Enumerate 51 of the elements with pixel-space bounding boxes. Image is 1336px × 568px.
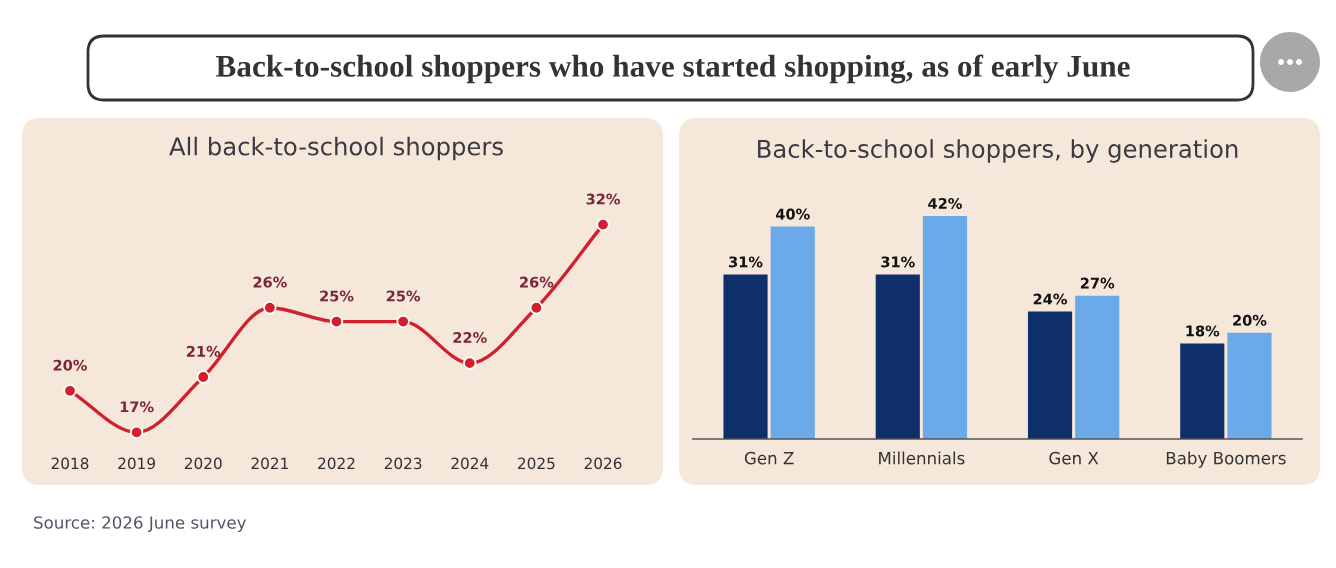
x-tick-label: 2024 <box>451 457 489 470</box>
chart-title: All back-to-school shoppers <box>169 136 503 161</box>
data-label: 20% <box>1233 314 1267 326</box>
data-label: 26% <box>520 276 554 288</box>
point <box>329 314 344 329</box>
x-tick-label: 2019 <box>118 457 155 470</box>
bar <box>875 274 920 439</box>
x-tick-label: 2018 <box>51 457 89 470</box>
x-tick-label: 2020 <box>184 457 222 470</box>
data-label: 25% <box>320 290 354 302</box>
data-label: 31% <box>729 256 763 268</box>
x-tick-label: Gen Z <box>744 451 794 465</box>
data-label: 24% <box>1033 293 1068 305</box>
bar <box>1075 295 1120 439</box>
x-tick-label: 2022 <box>318 457 355 470</box>
data-label: 22% <box>453 332 487 344</box>
bar <box>1180 343 1225 439</box>
bar <box>1227 332 1272 439</box>
point <box>196 370 210 384</box>
data-label: 27% <box>1080 277 1115 289</box>
chart-title: Back-to-school shoppers, by generation <box>758 139 1238 163</box>
x-tick-label: 2023 <box>384 457 422 470</box>
source-note: Source: 2026 June survey <box>34 516 247 533</box>
data-label: 21% <box>186 345 221 357</box>
data-label: 31% <box>881 256 915 268</box>
x-tick-label: 2021 <box>251 457 288 470</box>
point <box>63 384 77 398</box>
x-tick-label: Millennials <box>879 451 965 465</box>
bar <box>770 226 815 439</box>
point <box>596 217 610 232</box>
bar <box>922 216 968 439</box>
data-label: 42% <box>928 197 962 210</box>
point <box>263 301 277 315</box>
x-tick-label: Gen X <box>1049 451 1099 465</box>
data-label: 40% <box>775 208 810 220</box>
data-label: 17% <box>120 401 154 413</box>
text: Back-to-school shoppers who have started shopping, as of early June <box>216 54 1130 84</box>
bar <box>723 274 768 439</box>
x-tick-label: 2025 <box>518 457 555 470</box>
point <box>463 356 477 370</box>
data-label: 26% <box>253 276 287 288</box>
point <box>529 301 544 315</box>
data-label: 32% <box>586 193 620 205</box>
data-label: 25% <box>386 290 421 302</box>
data-label: 18% <box>1186 325 1220 337</box>
bar <box>1027 311 1073 439</box>
data-label: 20% <box>53 359 87 371</box>
x-tick-label: Baby Boomers <box>1166 451 1286 468</box>
point <box>129 425 144 440</box>
x-tick-label: 2026 <box>584 457 622 470</box>
point <box>396 314 410 329</box>
